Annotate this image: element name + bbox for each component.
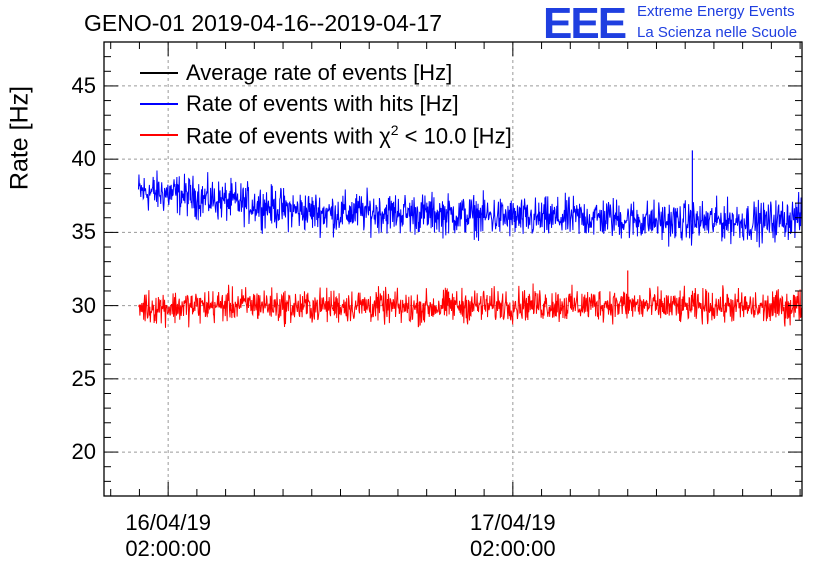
legend-label-average: Average rate of events [Hz] [186, 60, 453, 85]
y-tick-label: 25 [71, 365, 96, 391]
y-tick-label: 45 [71, 72, 96, 98]
axes [103, 41, 803, 497]
y-tick-label: 30 [71, 292, 96, 318]
x-tick-date: 17/04/19 [470, 510, 556, 535]
legend-swatch-average [140, 72, 178, 74]
legend-swatch-hits [140, 103, 178, 105]
series-line-2 [138, 283, 803, 328]
eee-logo: EEE [543, 0, 627, 48]
logo-line-2: La Scienza nelle Scuole [637, 24, 798, 41]
x-tick-time: 02:00:00 [125, 536, 211, 561]
y-axis-label-box: Rate [Hz] [2, 86, 38, 190]
chart-title: GENO-01 2019-04-16--2019-04-17 [84, 10, 442, 36]
y-tick-label: 35 [71, 219, 96, 245]
series-line-1 [137, 170, 803, 248]
plot-frame [103, 41, 803, 497]
x-tick-label: 16/04/19 02:00:00 [98, 510, 238, 562]
x-tick-label: 17/04/19 02:00:00 [443, 510, 583, 562]
legend-label-chi2: Rate of events with χ2 < 10.0 [Hz] [186, 122, 512, 149]
legend-swatch-chi2 [140, 134, 178, 136]
y-axis-label: Rate [Hz] [5, 85, 34, 191]
y-tick-label: 40 [71, 146, 96, 172]
y-tick-label: 20 [71, 439, 96, 465]
legend-label-hits: Rate of events with hits [Hz] [186, 91, 459, 116]
logo-line-1: Extreme Energy Events [637, 3, 795, 20]
x-tick-date: 16/04/19 [125, 510, 211, 535]
series-layer [137, 150, 803, 328]
x-tick-time: 02:00:00 [470, 536, 556, 561]
